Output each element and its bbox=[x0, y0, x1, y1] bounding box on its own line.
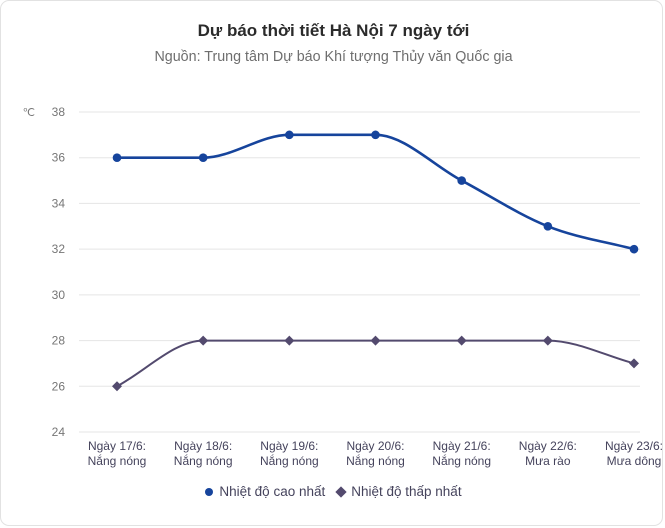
svg-text:Nắng nóng: Nắng nóng bbox=[346, 453, 405, 468]
svg-text:Mưa dông: Mưa dông bbox=[607, 454, 662, 468]
svg-text:26: 26 bbox=[52, 379, 66, 393]
svg-text:30: 30 bbox=[52, 288, 66, 302]
svg-text:Ngày 18/6:: Ngày 18/6: bbox=[174, 439, 232, 453]
svg-text:Ngày 21/6:: Ngày 21/6: bbox=[433, 439, 491, 453]
svg-text:Nắng nóng: Nắng nóng bbox=[88, 453, 147, 468]
svg-text:Nắng nóng: Nắng nóng bbox=[174, 453, 233, 468]
svg-text:Ngày 23/6:: Ngày 23/6: bbox=[605, 439, 663, 453]
svg-text:℃: ℃ bbox=[23, 107, 35, 119]
svg-text:Nắng nóng: Nắng nóng bbox=[432, 453, 491, 468]
svg-text:Ngày 22/6:: Ngày 22/6: bbox=[519, 439, 577, 453]
svg-text:Nắng nóng: Nắng nóng bbox=[260, 453, 319, 468]
svg-text:Ngày 20/6:: Ngày 20/6: bbox=[346, 439, 404, 453]
svg-text:38: 38 bbox=[52, 105, 66, 119]
svg-text:Mưa rào: Mưa rào bbox=[525, 454, 571, 468]
svg-text:34: 34 bbox=[52, 196, 66, 210]
svg-text:36: 36 bbox=[52, 151, 66, 165]
svg-text:Ngày 19/6:: Ngày 19/6: bbox=[260, 439, 318, 453]
svg-text:32: 32 bbox=[52, 242, 66, 256]
svg-text:24: 24 bbox=[52, 425, 66, 439]
svg-text:28: 28 bbox=[52, 334, 66, 348]
svg-text:Ngày 17/6:: Ngày 17/6: bbox=[88, 439, 146, 453]
